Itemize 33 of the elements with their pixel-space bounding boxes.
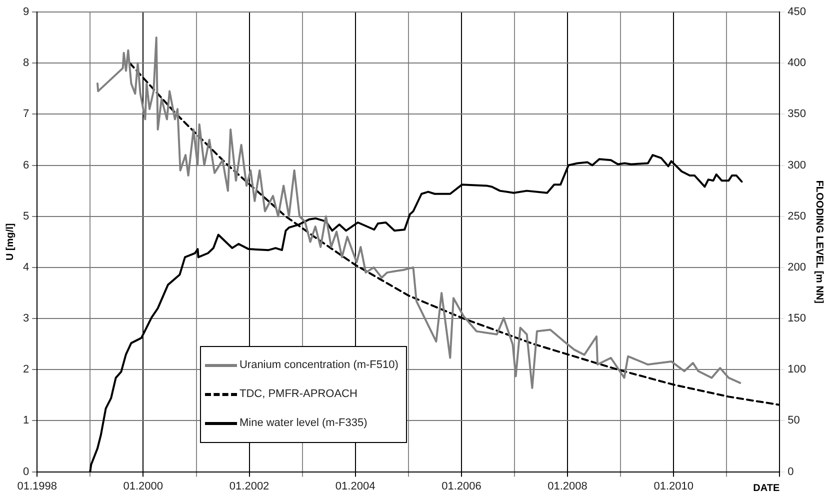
y-tick-label: 4	[22, 261, 30, 274]
x-tick-label: 01.2002	[229, 480, 270, 492]
legend-label: Uranium concentration (m-F510)	[239, 359, 398, 372]
y-tick-label: 8	[22, 57, 30, 70]
y-tick-label: 0	[22, 466, 30, 478]
y2-tick-label: 150	[788, 312, 806, 325]
y2-tick-label: 300	[788, 159, 806, 172]
y2-tick-label: 450	[788, 6, 806, 18]
x-tick-label: 01.2006	[442, 480, 482, 492]
y-axis-title: U [mg/l]	[4, 223, 16, 261]
y-tick-label: 9	[22, 6, 30, 18]
y-tick-label: 6	[22, 159, 30, 172]
x-tick-label: 01.2004	[335, 480, 376, 492]
y2-tick-label: 250	[788, 210, 806, 222]
y2-tick-label: 200	[788, 261, 806, 274]
y-tick-label: 2	[22, 364, 30, 376]
x-tick-label: 01.2008	[548, 480, 588, 492]
x-tick-label: 01.2000	[123, 480, 164, 492]
y-tick-label: 5	[22, 210, 30, 222]
y-tick-label: 1	[22, 414, 30, 427]
x-tick-label: 01.2010	[654, 480, 694, 492]
y2-tick-label: 0	[788, 466, 794, 478]
y-tick-label: 3	[22, 312, 30, 325]
y2-tick-label: 400	[788, 57, 806, 70]
legend-label: Mine water level (m-F335)	[239, 417, 368, 430]
x-tick-label: 01.1998	[17, 480, 57, 492]
y2-tick-label: 50	[788, 414, 800, 427]
y2-tick-label: 350	[788, 108, 806, 120]
y2-tick-label: 100	[788, 364, 806, 376]
y2-axis-title: FLOODING LEVEL [m NN]	[813, 180, 824, 304]
x-axis-title: DATE	[753, 482, 780, 494]
legend-label: TDC, PMFR-APROACH	[239, 388, 358, 400]
y-tick-label: 7	[22, 108, 30, 120]
